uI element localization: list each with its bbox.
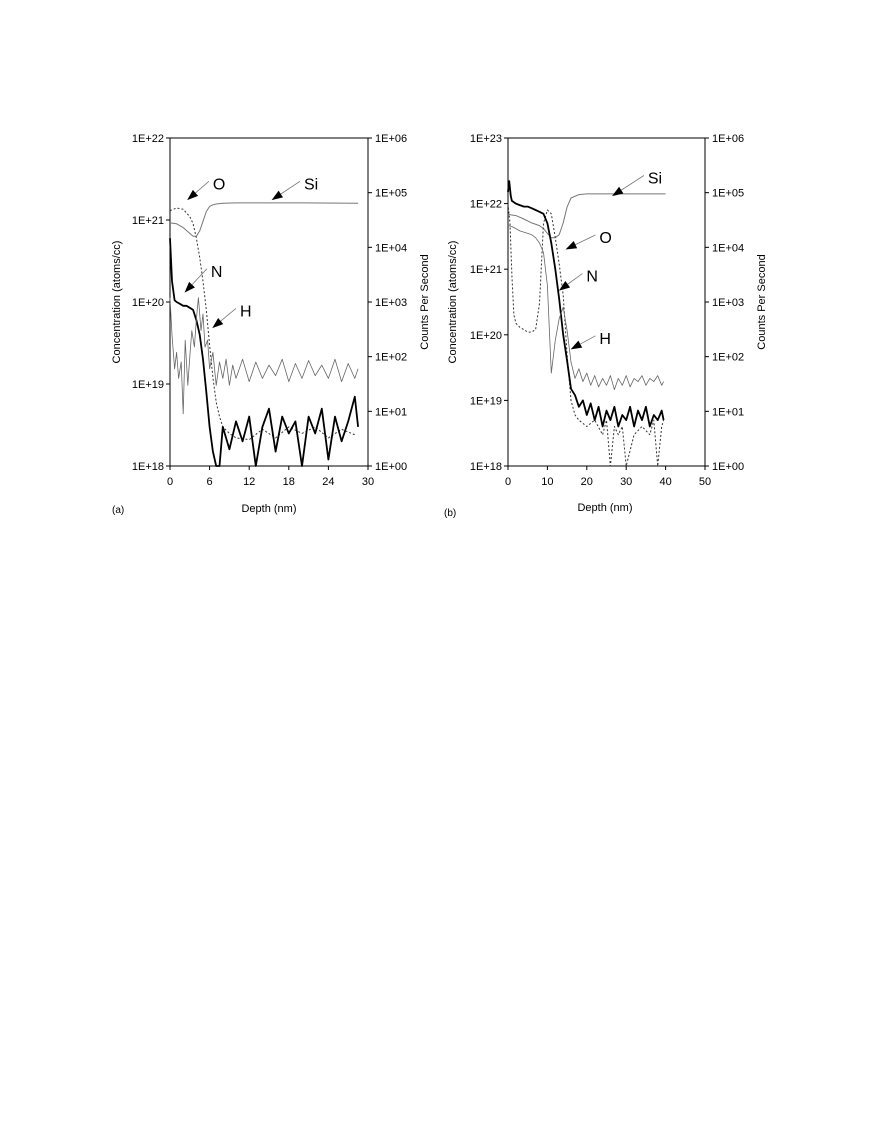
y-tick-label-b-1: 1E+19	[470, 395, 502, 407]
ticks-b: 0 10 20 30 40 50 1E+18 1E+19 1E+20 1E+21 1E+22 1E+2…	[470, 133, 744, 488]
y-tick-label-b-3: 1E+21	[470, 264, 502, 276]
series-o-line-b	[507, 203, 665, 467]
y-tick-label-a-3: 1E+21	[132, 215, 164, 227]
annotation-label-h-b: H	[599, 331, 611, 348]
series-b	[507, 180, 666, 467]
series-si-line-a	[169, 202, 359, 237]
y2-tick-label-a-6: 1E+06	[375, 133, 407, 145]
x-tick-label-b-0: 0	[505, 476, 511, 488]
x-tick-label-a-0: 0	[167, 476, 173, 488]
annotation-arrow-line-b-1	[575, 234, 596, 246]
annotation-label-h-a: H	[240, 303, 252, 320]
y-tick-label-b-2: 1E+20	[470, 330, 502, 342]
y-tick-label-a-0: 1E+18	[132, 461, 164, 473]
y2-tick-label-a-0: 1E+00	[375, 461, 407, 473]
sims-depth-profile-figure: (a) Depth (nm) Concentration (atoms/cc) …	[0, 0, 876, 560]
annotation-arrowhead-a-2	[184, 281, 195, 293]
annotation-arrowhead-b-3	[570, 340, 583, 350]
x-tick-label-a-5: 30	[362, 476, 374, 488]
y2-tick-label-b-2: 1E+02	[712, 352, 744, 364]
annotation-arrow-line-a-0	[195, 181, 210, 194]
y-tick-label-b-0: 1E+18	[470, 461, 502, 473]
annotation-arrowhead-b-0	[612, 186, 624, 197]
y2-axis-label-b: Counts Per Second	[756, 254, 768, 349]
y2-tick-label-b-6: 1E+06	[712, 133, 744, 145]
y-tick-label-b-4: 1E+22	[470, 199, 502, 211]
x-tick-label-b-3: 30	[620, 476, 632, 488]
annotation-arrow-line-b-0	[621, 175, 645, 191]
y2-tick-label-a-1: 1E+01	[375, 406, 407, 418]
x-axis-label-b: Depth (nm)	[577, 502, 632, 514]
series-o-line-a	[169, 207, 355, 441]
y2-tick-label-b-0: 1E+00	[712, 461, 744, 473]
annotations-b: Si O N H	[558, 170, 662, 350]
y2-tick-label-b-5: 1E+05	[712, 188, 744, 200]
x-tick-label-a-4: 24	[322, 476, 334, 488]
figure-canvas: (a) Depth (nm) Concentration (atoms/cc) …	[111, 133, 768, 519]
series-n-line-b	[507, 180, 665, 428]
series-n-line-a	[169, 238, 359, 467]
x-tick-label-a-2: 12	[243, 476, 255, 488]
plot-frame-b	[507, 137, 706, 467]
x-tick-label-a-3: 18	[283, 476, 295, 488]
x-tick-label-b-4: 40	[659, 476, 671, 488]
series-h-line-b	[507, 225, 664, 391]
annotation-label-n-b: N	[586, 269, 598, 286]
annotation-arrow-line-a-1	[280, 180, 301, 195]
annotation-arrow-line-a-2	[191, 268, 208, 285]
y2-tick-label-a-5: 1E+05	[375, 188, 407, 200]
y-tick-label-a-4: 1E+22	[132, 133, 164, 145]
x-tick-label-b-5: 50	[699, 476, 711, 488]
panel-label-a: (a)	[112, 505, 124, 516]
y-tick-label-a-1: 1E+19	[132, 379, 164, 391]
annotations-a: O Si N H	[184, 176, 318, 329]
series-a	[169, 202, 359, 467]
y-tick-label-b-5: 1E+23	[470, 133, 502, 145]
y2-tick-label-a-3: 1E+03	[375, 297, 407, 309]
ticks-a: 0 6 12 18 24 30 1E+18 1E+19 1E+20 1E+21 1E+22 1E+00…	[132, 133, 407, 488]
annotation-label-si-b: Si	[648, 170, 662, 187]
panel-a: (a) Depth (nm) Concentration (atoms/cc) …	[111, 133, 431, 516]
annotation-arrowhead-a-3	[212, 318, 224, 329]
y2-tick-label-a-4: 1E+04	[375, 242, 407, 254]
series-h-line-a	[169, 297, 359, 415]
annotation-label-si-a: Si	[304, 176, 318, 193]
annotation-arrowhead-a-0	[187, 189, 199, 201]
series-si-line-b	[507, 193, 666, 239]
y2-tick-label-a-2: 1E+02	[375, 352, 407, 364]
annotation-arrowhead-b-2	[558, 281, 571, 291]
x-tick-label-b-1: 10	[541, 476, 553, 488]
annotation-arrowhead-a-1	[271, 190, 284, 201]
annotation-label-n-a: N	[211, 264, 223, 281]
annotation-label-o-b: O	[599, 230, 611, 247]
y-axis-label-a: Concentration (atoms/cc)	[111, 241, 123, 364]
y2-tick-label-b-4: 1E+04	[712, 242, 744, 254]
plot-frame-a	[169, 137, 369, 467]
panel-b: (b) Depth (nm) Concentration (atoms/cc) …	[444, 133, 768, 519]
annotation-arrowhead-b-1	[565, 241, 578, 250]
x-tick-label-b-2: 20	[581, 476, 593, 488]
x-axis-label-a: Depth (nm)	[241, 503, 296, 515]
x-tick-label-a-1: 6	[207, 476, 213, 488]
y2-tick-label-b-3: 1E+03	[712, 297, 744, 309]
annotation-arrow-line-a-3	[220, 308, 237, 322]
y-tick-label-a-2: 1E+20	[132, 297, 164, 309]
y2-tick-label-b-1: 1E+01	[712, 406, 744, 418]
y2-axis-label-a: Counts Per Second	[419, 254, 431, 349]
panel-label-b: (b)	[444, 508, 456, 519]
annotation-arrow-line-b-2	[567, 273, 583, 285]
annotation-label-o-a: O	[213, 176, 225, 193]
y-axis-label-b: Concentration (atoms/cc)	[447, 241, 459, 364]
annotation-arrow-line-b-3	[580, 335, 596, 345]
